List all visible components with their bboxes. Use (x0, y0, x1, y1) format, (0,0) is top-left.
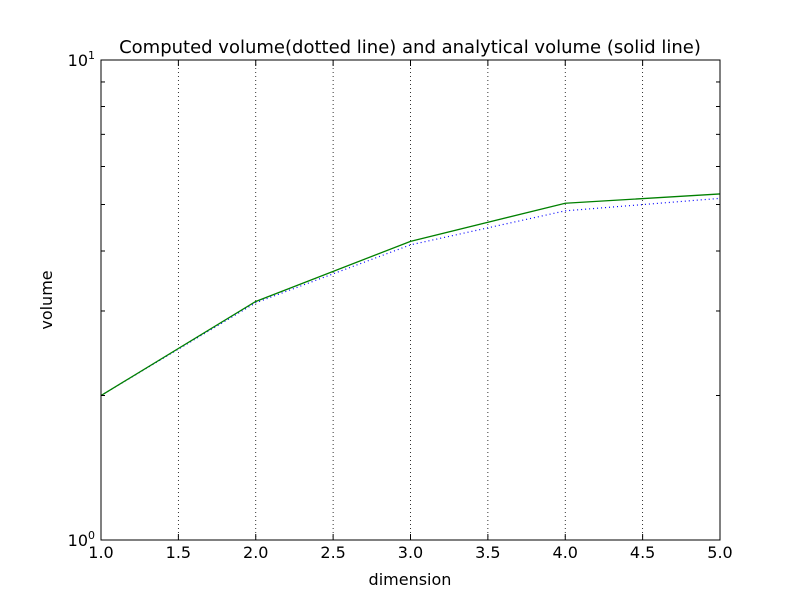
x-axis-label: dimension (369, 570, 452, 589)
tick-labels: 1.0 1.5 2.0 2.5 3.0 3.5 4.0 4.5 5.0 100 101 (68, 49, 733, 562)
analytical-volume-line (100, 193, 721, 397)
series-lines (100, 193, 721, 397)
axis-ticks (100, 59, 721, 541)
x-tick-label: 4.5 (630, 543, 655, 562)
x-tick-label: 1.0 (88, 543, 113, 562)
x-tick-label: 1.5 (166, 543, 191, 562)
x-tick-label: 2.5 (320, 543, 345, 562)
y-axis-label: volume (37, 270, 56, 329)
chart-title: Computed volume(dotted line) and analyti… (119, 37, 701, 58)
y-tick-label: 100 (68, 529, 95, 550)
x-tick-label: 4.0 (553, 543, 578, 562)
x-tick-label: 5.0 (707, 543, 732, 562)
x-tick-label: 2.0 (243, 543, 268, 562)
x-tick-label: 3.5 (475, 543, 500, 562)
y-tick-label: 101 (68, 49, 95, 70)
x-tick-label: 3.0 (398, 543, 423, 562)
gridlines (177, 60, 644, 540)
computed-volume-line (100, 197, 721, 397)
